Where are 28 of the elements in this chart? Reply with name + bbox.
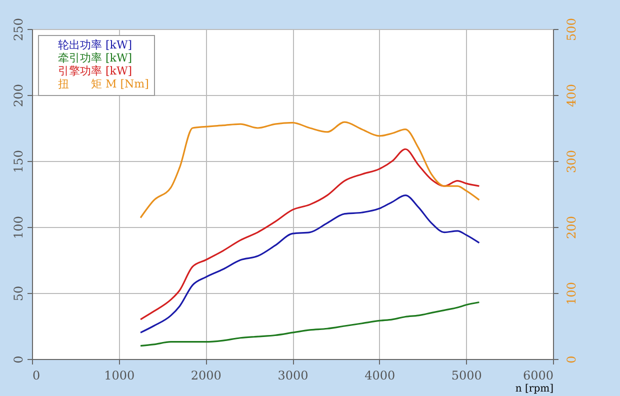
y-tick-label: 150 [12,150,26,173]
y2-tick-label: 200 [564,216,578,239]
x-tick-label: 2000 [190,368,222,382]
y2-tick-label: 400 [564,84,578,107]
line-series [140,301,480,347]
text: 引擎功率 [kW] [58,64,132,78]
y-tick-label: 0 [12,356,26,364]
x-tick-label: 0 [32,368,40,382]
y-tick-label: 100 [12,216,26,239]
line-series [140,194,480,334]
x-tick-label: 5000 [451,368,482,382]
text: 扭 矩 M [Nm] [58,78,149,90]
line-series [140,121,480,219]
x-axis-title: n [rpm] [515,384,554,394]
line-series [140,148,480,320]
text: 牵引功率 [kW] [58,52,132,64]
x-tick-label: 1000 [104,368,135,382]
text: 轮出功率 [kW] [58,38,132,52]
y-tick-label: 200 [12,84,26,107]
x-tick-label: 6000 [522,368,554,382]
y2-tick-label: 100 [564,282,578,305]
y-tick-label: 50 [12,286,26,302]
y2-tick-label: 0 [564,356,578,364]
x-tick-label: 3000 [278,368,308,382]
y-tick-label: 250 [12,18,26,41]
x-tick-label: 4000 [364,368,396,382]
y2-tick-label: 300 [564,150,578,173]
y2-tick-label: 500 [564,18,578,41]
